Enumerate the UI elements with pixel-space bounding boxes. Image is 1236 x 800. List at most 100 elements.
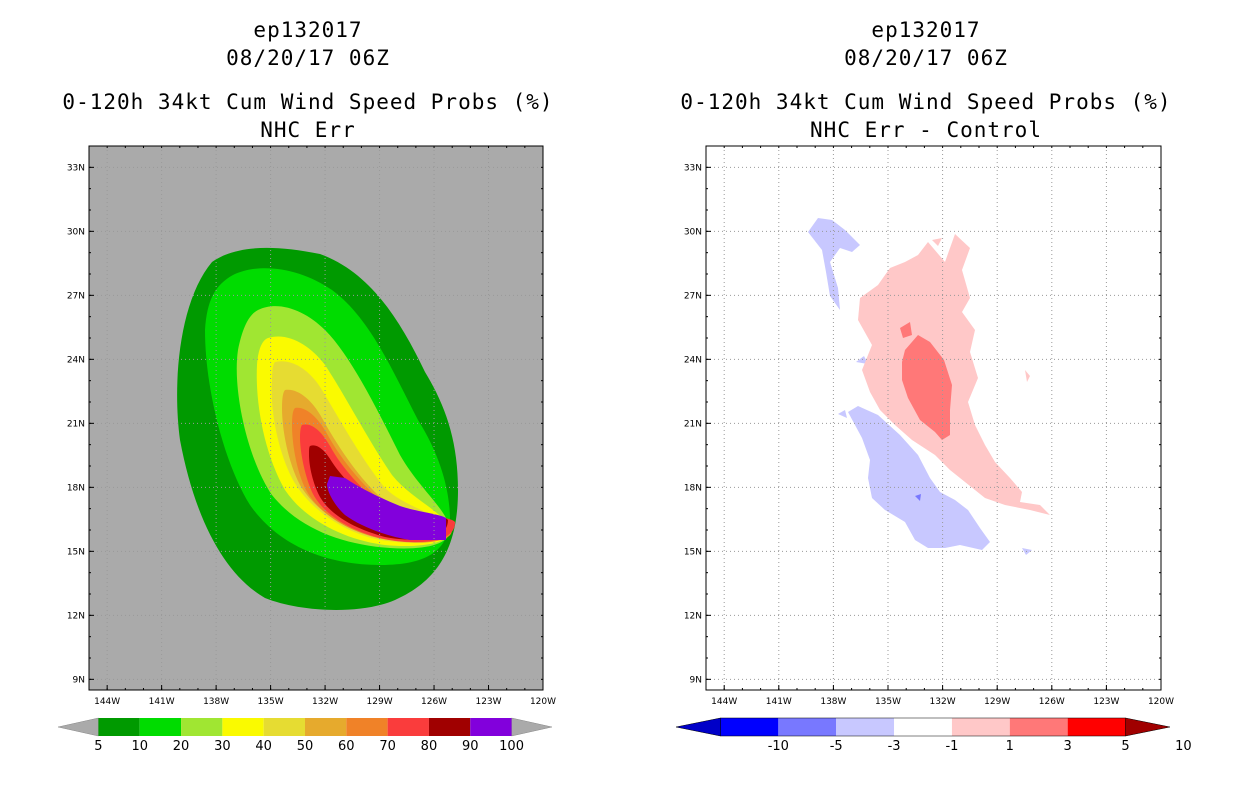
colorbar-label: -5 [830,739,843,754]
contour-neg-1-3-south [848,406,990,550]
y-tick-label: 33N [684,163,702,173]
x-tick-label: 138W [203,697,229,707]
contour-neg-3-5 [915,494,921,501]
x-tick-label: 141W [766,697,792,707]
y-tick-label: 12N [684,611,702,621]
y-tick-label: 21N [67,419,85,429]
colorbar-swatch [428,718,471,736]
right-x-axis-ticks: 144W 141W 138W 135W 132W 129W 126W 123W 120W [705,146,1174,707]
left-title-block: ep132017 08/20/17 06Z 0-120h 34kt Cum Wi… [28,16,588,144]
left-map-frame [88,145,544,691]
colorbar-label: 60 [338,739,355,754]
colorbar-label: -1 [945,739,958,754]
colorbar-label: -3 [888,739,901,754]
colorbar-swatch [951,718,1010,736]
x-tick-label: 132W [312,697,338,707]
difference-contours [808,218,1050,555]
colorbar-swatch [98,718,140,736]
colorbar-left-extension [57,717,99,737]
right-chart-title: 0-120h 34kt Cum Wind Speed Probs (%) [680,90,1172,114]
colorbar-swatch [836,718,895,736]
contour-90-100 [327,476,446,540]
y-tick-label: 27N [67,291,85,301]
y-tick-label: 9N [73,675,85,685]
colorbar-label: 40 [255,739,272,754]
right-map-panel: 144W 141W 138W 135W 132W 129W 126W 123W 120W 9N1… [675,145,1192,754]
right-title-block: ep132017 08/20/17 06Z 0-120h 34kt Cum Wi… [646,16,1206,144]
y-tick-label: 30N [67,227,85,237]
colorbar-label: 20 [173,739,190,754]
left-map-panel: 144W 141W 138W 135W 132W 129W 126W 123W 120W 9N1… [57,145,556,754]
colorbar-swatch [263,718,305,736]
colorbar-label: 90 [462,739,479,754]
colorbar-swatch [305,718,347,736]
colorbar-swatch [181,718,223,736]
x-tick-label: 120W [1148,697,1174,707]
right-y-axis-ticks: 9N 12N 15N 18N 21N 24N 27N 30N 33N [684,145,1161,685]
colorbar-right-extension [1125,717,1171,737]
colorbar-label: -10 [768,739,789,754]
colorbar-swatch [387,718,429,736]
x-tick-label: 123W [475,697,501,707]
colorbar-swatch [346,718,388,736]
colorbar-label: 1 [1006,739,1014,754]
x-tick-label: 141W [149,697,175,707]
y-tick-label: 15N [67,547,85,557]
y-tick-label: 18N [67,483,85,493]
x-tick-label: 135W [258,697,284,707]
colorbar-label: 10 [131,739,148,754]
contour-neg-small-2 [838,410,847,418]
right-colorbar: -10 -5 -3 -1 1 3 5 10 [675,717,1192,754]
contour-neg-1-3-north [808,218,860,310]
colorbar-left-extension [675,717,721,737]
colorbar-swatch [139,718,182,736]
y-tick-label: 30N [684,227,702,237]
left-colorbar: 5 10 20 30 40 50 60 70 80 90 100 [57,717,553,754]
colorbar-label: 10 [1175,739,1192,754]
y-tick-label: 21N [684,419,702,429]
right-chart-subtitle: NHC Err - Control [810,118,1042,142]
x-tick-label: 126W [421,697,447,707]
colorbar-outline [720,717,1126,737]
left-chart-title: 0-120h 34kt Cum Wind Speed Probs (%) [62,90,554,114]
contour-pos-3-5-small [900,322,912,338]
left-chart-subtitle: NHC Err [260,118,356,142]
right-datetime: 08/20/17 06Z [844,46,1008,70]
y-tick-label: 27N [684,291,702,301]
x-tick-label: 135W [875,697,901,707]
colorbar-label: 70 [379,739,396,754]
colorbar-label: 5 [1121,739,1129,754]
colorbar-swatch [778,718,837,736]
y-tick-label: 12N [67,611,85,621]
x-tick-label: 138W [820,697,846,707]
y-tick-label: 33N [67,163,85,173]
left-datetime: 08/20/17 06Z [226,46,390,70]
x-tick-label: 144W [94,697,120,707]
y-tick-label: 9N [690,675,702,685]
contour-pos-1-3 [858,234,1050,515]
x-tick-label: 129W [367,697,393,707]
contour-neg-small-1 [856,356,868,364]
contour-pos-1-3-small [932,238,942,246]
colorbar-swatch [222,718,264,736]
colorbar-label: 30 [214,739,231,754]
colorbar-swatch [1067,718,1126,736]
colorbar-label: 80 [421,739,438,754]
left-x-axis-ticks: 144W 141W 138W 135W 132W 129W 126W 123W 120W [88,146,556,707]
probability-contours [177,247,458,610]
y-tick-label: 24N [67,355,85,365]
left-y-axis-ticks: 9N 12N 15N 18N 21N 24N 27N 30N 33N [67,145,543,685]
y-tick-label: 24N [684,355,702,365]
x-tick-label: 123W [1093,697,1119,707]
x-tick-label: 144W [711,697,737,707]
colorbar-label: 5 [94,739,102,754]
right-map-frame [705,145,1162,691]
x-tick-label: 132W [930,697,956,707]
contour-pos-1-3-east [1025,370,1030,382]
contour-pos-3-5 [902,335,952,440]
colorbar-swatch [1009,718,1068,736]
x-tick-label: 126W [1039,697,1065,707]
colorbar-right-extension [511,717,553,737]
y-tick-label: 15N [684,547,702,557]
